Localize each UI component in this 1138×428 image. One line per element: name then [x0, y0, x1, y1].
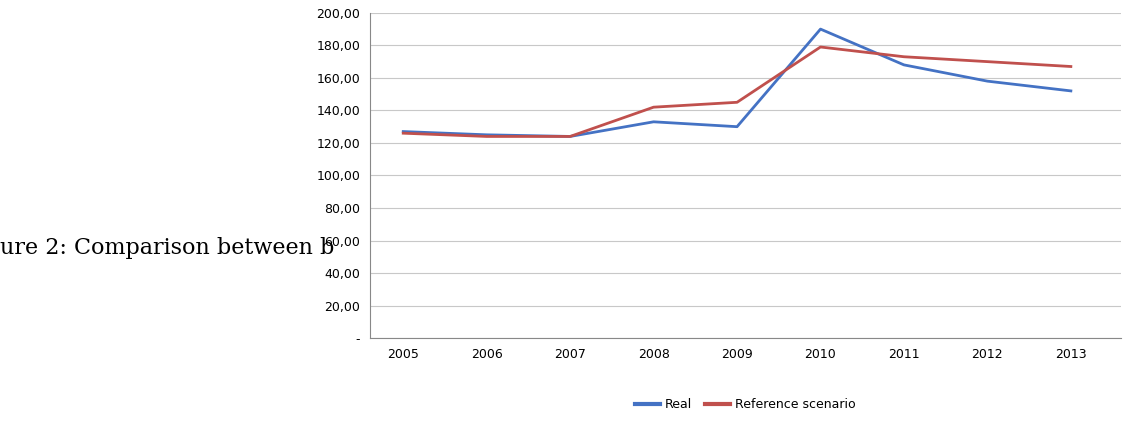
Real: [981, 79, 995, 84]
Reference scenario: [563, 134, 577, 139]
Reference scenario: [480, 134, 494, 139]
Reference scenario: [981, 59, 995, 64]
Reference scenario: [1064, 64, 1078, 69]
Real: [396, 129, 410, 134]
Reference scenario: [897, 54, 910, 59]
Real: [480, 132, 494, 137]
Real: [897, 62, 910, 68]
Line: Real: Real: [403, 29, 1071, 137]
Real: [731, 124, 744, 129]
Real: [814, 27, 827, 32]
Reference scenario: [646, 104, 660, 110]
Line: Reference scenario: Reference scenario: [403, 47, 1071, 137]
Real: [646, 119, 660, 125]
Reference scenario: [814, 45, 827, 50]
Legend: Real, Reference scenario: Real, Reference scenario: [630, 393, 860, 416]
Real: [1064, 88, 1078, 93]
Text: ure 2: Comparison between b: ure 2: Comparison between b: [0, 237, 335, 259]
Reference scenario: [396, 131, 410, 136]
Reference scenario: [731, 100, 744, 105]
Real: [563, 134, 577, 139]
